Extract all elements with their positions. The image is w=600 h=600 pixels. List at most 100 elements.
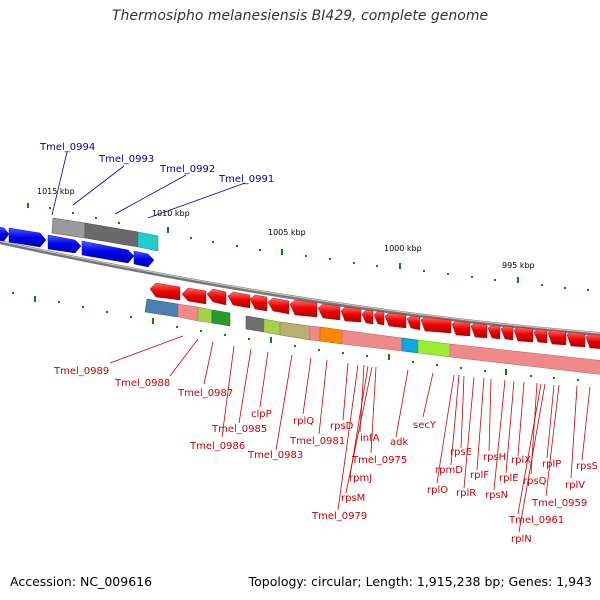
- gene-label: infA: [360, 433, 380, 444]
- leader-line: [422, 372, 434, 418]
- leader-line: [395, 369, 409, 438]
- gene-arrow: [487, 324, 501, 340]
- leader-line: [302, 357, 312, 415]
- gene-block: [279, 321, 311, 341]
- gene-arrow: [317, 303, 341, 321]
- gene-label: rplE: [499, 473, 519, 484]
- gene-label: Tmel_0981: [289, 436, 345, 447]
- backbone-outer: [0, 240, 600, 337]
- gene-block: [137, 231, 159, 252]
- gene-arrow: [289, 299, 318, 318]
- gene-label: rpsN: [485, 490, 508, 501]
- tick-minor: [376, 265, 378, 267]
- forward-genes: [0, 226, 155, 268]
- tick-minor: [190, 237, 192, 239]
- gene-arrow: [206, 288, 227, 306]
- tick-minor: [342, 352, 344, 354]
- gene-block: [263, 318, 281, 336]
- leader-line: [570, 385, 578, 479]
- gene-arrow: [249, 294, 268, 312]
- gene-label: Tmel_0989: [53, 366, 109, 377]
- tick-minor: [564, 287, 566, 289]
- leader-line: [318, 359, 328, 435]
- forward-labels: Tmel_0994 Tmel_0993 Tmel_0992 Tmel_0991: [39, 142, 274, 185]
- gene-label: Tmel_0993: [98, 154, 154, 165]
- gene-block: [177, 303, 199, 322]
- tick-minor: [224, 334, 226, 336]
- reverse-leader-lines: [109, 335, 591, 533]
- gene-arrow: [133, 250, 155, 268]
- tick-minor: [49, 207, 51, 209]
- tick-minor: [200, 330, 202, 332]
- scale-labels: 1015 kbp 1010 kbp 1005 kbp 1000 kbp 995 …: [37, 187, 535, 270]
- tick-minor: [423, 270, 425, 272]
- gene-block: [319, 326, 343, 345]
- tick-minor: [353, 262, 355, 264]
- gene-label: rplQ: [293, 416, 314, 427]
- leader-line: [51, 151, 68, 216]
- gene-label: Tmel_0983: [247, 450, 303, 461]
- leader-line: [463, 376, 475, 489]
- gene-label: rpsQ: [523, 476, 547, 487]
- leader-line: [337, 364, 359, 511]
- gene-arrow: [373, 310, 385, 326]
- forward-leader-lines: [51, 151, 246, 219]
- gene-arrow: [547, 329, 567, 346]
- tick-minor: [460, 367, 462, 369]
- tick-minor: [494, 279, 496, 281]
- leader-line: [517, 383, 542, 515]
- tick-minor: [305, 255, 307, 257]
- scale-label-1005: 1005 kbp: [268, 228, 306, 237]
- gene-arrow: [470, 322, 488, 339]
- leader-line: [505, 380, 515, 474]
- scale-label-1015: 1015 kbp: [37, 187, 75, 196]
- gene-arrow: [566, 331, 586, 348]
- gene-arrow: [384, 312, 407, 329]
- leader-line: [345, 366, 373, 494]
- tick-minor: [447, 273, 449, 275]
- tick-major: [27, 203, 29, 208]
- gene-arrow: [81, 240, 135, 264]
- gene-label: Tmel_0959: [531, 498, 587, 509]
- gene-label: rplV: [565, 480, 585, 491]
- leader-line: [238, 348, 252, 424]
- gene-label: rplF: [470, 470, 489, 481]
- tick-minor: [82, 306, 84, 308]
- tick-minor: [236, 245, 238, 247]
- gene-label: rpmJ: [349, 473, 372, 484]
- gene-label: Tmel_0961: [508, 515, 564, 526]
- outer-ticks: [27, 203, 589, 291]
- forward-track-2: [51, 217, 159, 252]
- tick-minor: [530, 375, 532, 377]
- gene-label: rpsE: [450, 447, 472, 458]
- leader-line: [436, 374, 455, 484]
- tick-minor: [118, 222, 120, 224]
- tick-minor: [294, 345, 296, 347]
- reverse-track-2: [144, 298, 600, 375]
- leader-line: [109, 335, 184, 364]
- gene-arrow: [361, 309, 374, 325]
- gene-label: clpP: [251, 409, 272, 420]
- gene-block: [197, 306, 213, 324]
- tick-major: [388, 354, 390, 360]
- backbone-highlight: [0, 240, 600, 334]
- tick-minor: [329, 258, 331, 260]
- tick-minor: [436, 364, 438, 366]
- leader-line: [545, 384, 560, 497]
- tick-major: [505, 369, 507, 375]
- gene-label: rplP: [542, 459, 561, 470]
- gene-label: Tmel_0975: [351, 455, 407, 466]
- gene-label: Tmel_0986: [189, 441, 245, 452]
- leader-line: [169, 338, 199, 377]
- gene-arrow: [533, 328, 548, 344]
- gene-label: rpsD: [330, 421, 354, 432]
- leader-line: [581, 386, 591, 461]
- gene-arrow: [406, 315, 421, 331]
- gene-block: [51, 217, 86, 239]
- gene-arrow: [149, 282, 181, 301]
- leader-line: [546, 384, 555, 459]
- gene-label: Tmel_0988: [114, 378, 170, 389]
- leader-line: [493, 379, 506, 491]
- tick-major: [517, 277, 519, 283]
- tick-minor: [471, 276, 473, 278]
